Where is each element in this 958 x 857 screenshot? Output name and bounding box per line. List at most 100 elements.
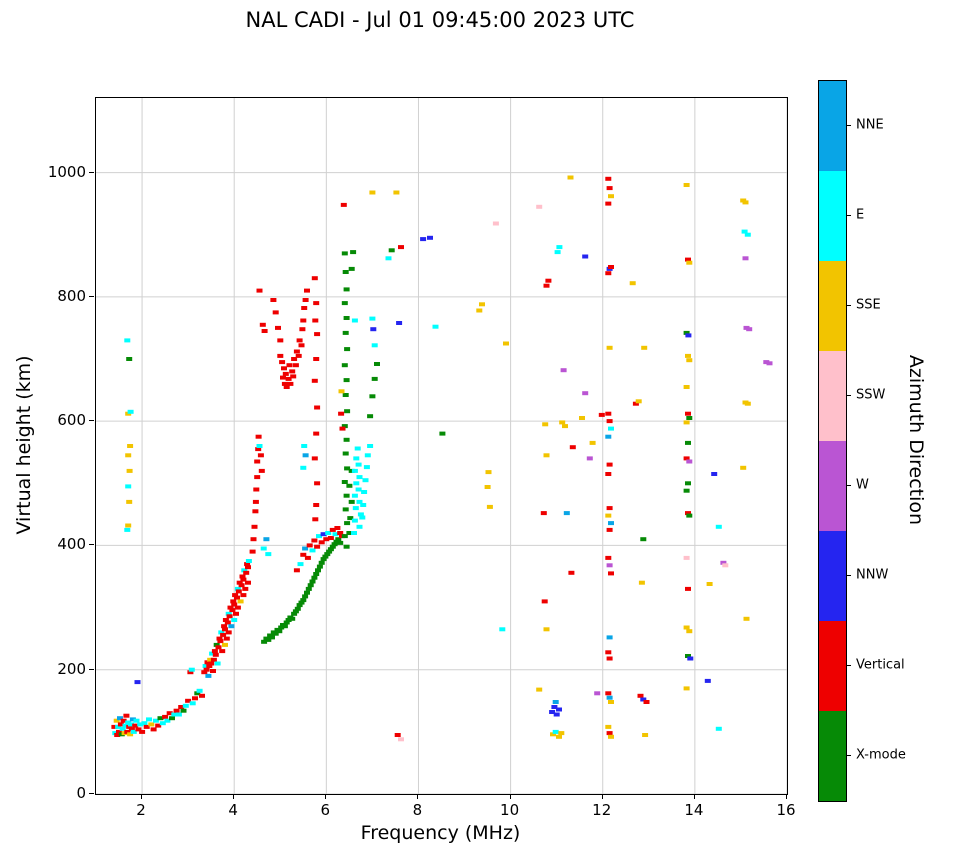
echo-point — [704, 678, 711, 683]
echo-point — [202, 664, 209, 668]
x-tick-label: 14 — [684, 801, 704, 819]
echo-point — [311, 378, 318, 383]
echo-point — [313, 357, 320, 361]
echo-point — [353, 481, 360, 486]
echo-point — [276, 629, 283, 634]
echo-point — [605, 434, 612, 439]
echo-point — [302, 546, 309, 551]
echo-point — [280, 375, 286, 380]
echo-point — [304, 288, 310, 293]
echo-point — [742, 200, 749, 205]
y-tick-mark — [89, 668, 94, 670]
echo-point — [272, 631, 279, 636]
plot-area — [95, 97, 788, 795]
echo-point — [558, 731, 565, 736]
echo-point — [127, 444, 134, 448]
echo-point — [289, 369, 296, 374]
echo-point — [637, 693, 644, 698]
echo-point — [233, 611, 239, 616]
echo-point — [685, 353, 691, 358]
echo-point — [294, 606, 301, 611]
echo-point — [211, 649, 218, 654]
echo-point — [300, 465, 307, 470]
echo-point — [316, 534, 322, 539]
echo-point — [139, 729, 146, 734]
echo-point — [312, 517, 319, 522]
echo-point — [322, 554, 329, 559]
echo-point — [157, 716, 164, 721]
echo-point — [311, 538, 318, 543]
echo-point — [175, 712, 182, 717]
colorbar-segment-sse — [819, 261, 846, 351]
y-tick-mark — [89, 420, 94, 422]
echo-point — [635, 399, 642, 404]
echo-point — [192, 696, 198, 701]
y-tick-label: 400 — [57, 535, 86, 554]
echo-point — [356, 524, 363, 529]
echo-point — [125, 484, 132, 489]
echo-point — [227, 605, 234, 610]
echo-point — [632, 401, 639, 406]
echo-point — [220, 632, 227, 637]
echo-point — [263, 537, 270, 542]
echo-point — [256, 444, 263, 448]
echo-point — [343, 437, 350, 442]
echo-point — [169, 716, 175, 721]
echo-point — [320, 557, 327, 562]
echo-point — [231, 618, 238, 622]
echo-point — [223, 636, 230, 641]
echo-point — [277, 338, 284, 343]
echo-point — [210, 657, 217, 662]
x-tick-mark — [786, 794, 787, 799]
echo-point — [486, 504, 493, 509]
echo-point — [240, 577, 247, 582]
echo-point — [606, 419, 613, 424]
echo-point — [228, 624, 235, 629]
x-tick-mark — [141, 794, 143, 799]
colorbar-title: Azimuth Direction — [905, 354, 927, 526]
echo-point — [307, 583, 314, 588]
colorbar-tick — [847, 575, 851, 576]
echo-point — [235, 589, 242, 594]
echo-point — [334, 526, 341, 530]
echo-point — [130, 729, 137, 734]
echo-point — [586, 456, 593, 461]
echo-point — [253, 487, 260, 492]
echo-point — [300, 552, 307, 557]
echo-point — [685, 440, 691, 445]
colorbar-label-w: W — [856, 477, 869, 493]
echo-point — [237, 599, 244, 604]
echo-point — [344, 521, 351, 526]
echo-point — [359, 515, 366, 520]
echo-point — [327, 536, 334, 540]
echo-point — [323, 537, 330, 542]
echo-point — [367, 414, 374, 419]
echo-point — [543, 453, 550, 458]
echo-point — [251, 524, 258, 529]
echo-point — [309, 579, 316, 584]
echo-point — [291, 357, 298, 361]
colorbar-tick — [847, 305, 851, 306]
echo-point — [683, 385, 690, 389]
echo-point — [683, 456, 690, 461]
echo-point — [292, 609, 299, 614]
echo-point — [278, 625, 285, 630]
colorbar-tick — [847, 755, 851, 756]
echo-point — [180, 708, 187, 713]
echo-point — [155, 723, 162, 728]
echo-point — [343, 287, 350, 292]
echo-point — [683, 625, 690, 630]
echo-point — [608, 571, 614, 576]
echo-point — [333, 539, 340, 544]
echo-point — [256, 288, 263, 293]
echo-point — [295, 353, 302, 358]
echo-point — [393, 190, 400, 195]
echo-point — [133, 718, 140, 723]
echo-point — [188, 667, 195, 672]
echo-point — [686, 260, 693, 265]
echo-point — [371, 343, 378, 348]
echo-point — [341, 534, 348, 539]
echo-point — [245, 580, 251, 585]
echo-point — [605, 176, 612, 181]
